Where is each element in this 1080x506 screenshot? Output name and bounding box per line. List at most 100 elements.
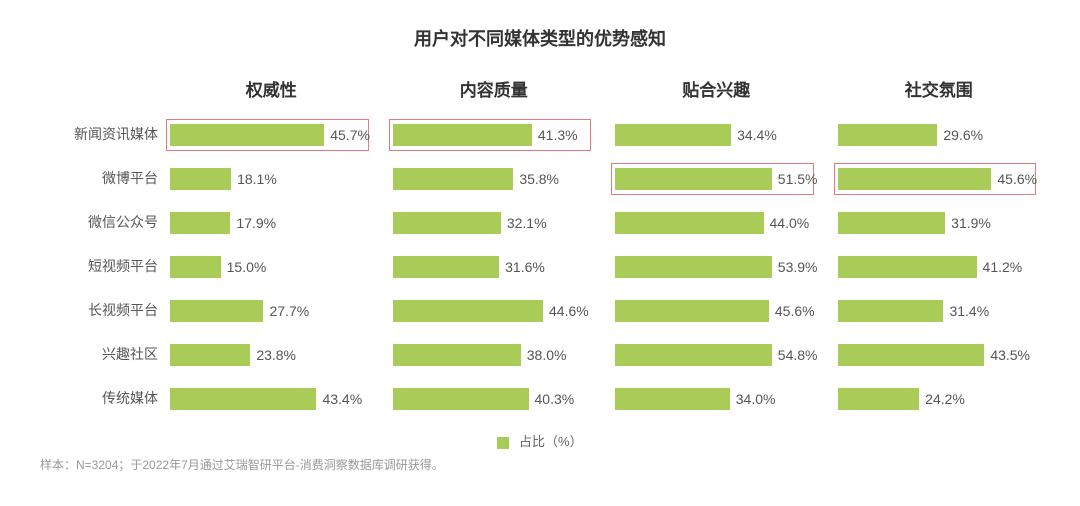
bar-fill bbox=[393, 168, 514, 190]
bar-cell: 34.4% bbox=[615, 113, 818, 157]
bar-track: 43.5% bbox=[838, 341, 1041, 369]
row-label: 短视频平台 bbox=[40, 244, 170, 288]
bar-value-label: 15.0% bbox=[227, 259, 267, 275]
bar-value-label: 41.3% bbox=[538, 127, 578, 143]
bar-cell: 41.3% bbox=[393, 113, 596, 157]
bar-cell: 44.0% bbox=[615, 201, 818, 245]
legend-label: 占比（%） bbox=[519, 434, 583, 449]
bar-fill bbox=[170, 388, 316, 410]
bar-value-label: 40.3% bbox=[535, 391, 575, 407]
bar-track: 17.9% bbox=[170, 209, 373, 237]
chart-column: 内容质量 41.3% 35.8% 32.1% 31.6% 44.6% 38.0% 40.3% bbox=[393, 76, 596, 421]
bar-cell: 32.1% bbox=[393, 201, 596, 245]
legend: 占比（%） bbox=[40, 431, 1040, 450]
bar-fill bbox=[838, 388, 920, 410]
bar-fill bbox=[170, 212, 230, 234]
bar-fill bbox=[393, 344, 521, 366]
row-label: 兴趣社区 bbox=[40, 332, 170, 376]
bar-cell: 45.6% bbox=[615, 289, 818, 333]
bar-fill bbox=[615, 344, 772, 366]
bar-fill bbox=[838, 344, 985, 366]
bar-fill bbox=[615, 124, 731, 146]
bar-value-label: 53.9% bbox=[778, 259, 818, 275]
bar-cell: 51.5% bbox=[615, 157, 818, 201]
bar-cell: 41.2% bbox=[838, 245, 1041, 289]
bar-value-label: 45.7% bbox=[330, 127, 370, 143]
bar-fill bbox=[838, 256, 977, 278]
bar-fill bbox=[393, 388, 529, 410]
bar-cell: 40.3% bbox=[393, 377, 596, 421]
bar-track: 31.4% bbox=[838, 297, 1041, 325]
row-labels: 新闻资讯媒体微博平台微信公众号短视频平台长视频平台兴趣社区传统媒体 bbox=[40, 76, 170, 420]
bar-cell: 53.9% bbox=[615, 245, 818, 289]
columns-container: 权威性 45.7% 18.1% 17.9% 15.0% 27.7% 23.8% 43.4% 内容… bbox=[170, 76, 1040, 421]
bar-track: 24.2% bbox=[838, 385, 1041, 413]
bar-track: 44.6% bbox=[393, 297, 596, 325]
bar-track: 38.0% bbox=[393, 341, 596, 369]
bar-fill bbox=[615, 300, 769, 322]
chart-area: 新闻资讯媒体微博平台微信公众号短视频平台长视频平台兴趣社区传统媒体 权威性 45.… bbox=[40, 76, 1040, 421]
bar-track: 45.6% bbox=[838, 165, 1041, 193]
bar-cell: 35.8% bbox=[393, 157, 596, 201]
row-label: 传统媒体 bbox=[40, 376, 170, 420]
bar-cell: 27.7% bbox=[170, 289, 373, 333]
bar-fill bbox=[170, 168, 231, 190]
bar-fill bbox=[615, 212, 764, 234]
bar-track: 35.8% bbox=[393, 165, 596, 193]
bar-fill bbox=[170, 300, 263, 322]
column-header: 内容质量 bbox=[393, 76, 596, 101]
bar-track: 43.4% bbox=[170, 385, 373, 413]
bar-fill bbox=[170, 344, 250, 366]
row-label: 微博平台 bbox=[40, 156, 170, 200]
bar-track: 23.8% bbox=[170, 341, 373, 369]
bar-value-label: 18.1% bbox=[237, 171, 277, 187]
bar-cell: 43.5% bbox=[838, 333, 1041, 377]
bar-cell: 38.0% bbox=[393, 333, 596, 377]
legend-swatch bbox=[497, 437, 509, 449]
bar-fill bbox=[615, 388, 730, 410]
bar-value-label: 44.0% bbox=[770, 215, 810, 231]
bar-value-label: 41.2% bbox=[983, 259, 1023, 275]
bar-value-label: 31.6% bbox=[505, 259, 545, 275]
bar-track: 27.7% bbox=[170, 297, 373, 325]
bar-track: 53.9% bbox=[615, 253, 818, 281]
bar-value-label: 38.0% bbox=[527, 347, 567, 363]
bar-value-label: 17.9% bbox=[236, 215, 276, 231]
bar-value-label: 34.0% bbox=[736, 391, 776, 407]
bar-fill bbox=[393, 256, 500, 278]
bar-track: 44.0% bbox=[615, 209, 818, 237]
bar-cell: 45.6% bbox=[838, 157, 1041, 201]
column-header: 权威性 bbox=[170, 76, 373, 101]
bar-track: 54.8% bbox=[615, 341, 818, 369]
row-label: 新闻资讯媒体 bbox=[40, 112, 170, 156]
bar-track: 34.4% bbox=[615, 121, 818, 149]
bar-value-label: 32.1% bbox=[507, 215, 547, 231]
bar-cell: 54.8% bbox=[615, 333, 818, 377]
bar-value-label: 45.6% bbox=[775, 303, 815, 319]
bar-value-label: 44.6% bbox=[549, 303, 589, 319]
bar-value-label: 24.2% bbox=[925, 391, 965, 407]
bar-fill bbox=[170, 256, 221, 278]
bar-fill bbox=[393, 300, 544, 322]
bar-cell: 31.6% bbox=[393, 245, 596, 289]
bar-value-label: 34.4% bbox=[737, 127, 777, 143]
chart-column: 社交氛围29.6%45.6%31.9%41.2%31.4%43.5%24.2% bbox=[838, 76, 1041, 421]
row-label: 微信公众号 bbox=[40, 200, 170, 244]
bar-cell: 23.8% bbox=[170, 333, 373, 377]
bar-cell: 44.6% bbox=[393, 289, 596, 333]
bar-fill bbox=[393, 124, 532, 146]
bar-fill bbox=[838, 124, 938, 146]
bar-track: 32.1% bbox=[393, 209, 596, 237]
bar-track: 51.5% bbox=[615, 165, 818, 193]
bar-cell: 29.6% bbox=[838, 113, 1041, 157]
bar-fill bbox=[615, 256, 772, 278]
bar-track: 34.0% bbox=[615, 385, 818, 413]
bar-cell: 45.7% bbox=[170, 113, 373, 157]
bar-cell: 31.4% bbox=[838, 289, 1041, 333]
bar-cell: 43.4% bbox=[170, 377, 373, 421]
column-header: 贴合兴趣 bbox=[615, 76, 818, 101]
bar-track: 41.2% bbox=[838, 253, 1041, 281]
bar-fill bbox=[838, 300, 944, 322]
bar-cell: 18.1% bbox=[170, 157, 373, 201]
bar-track: 45.7% bbox=[170, 121, 373, 149]
